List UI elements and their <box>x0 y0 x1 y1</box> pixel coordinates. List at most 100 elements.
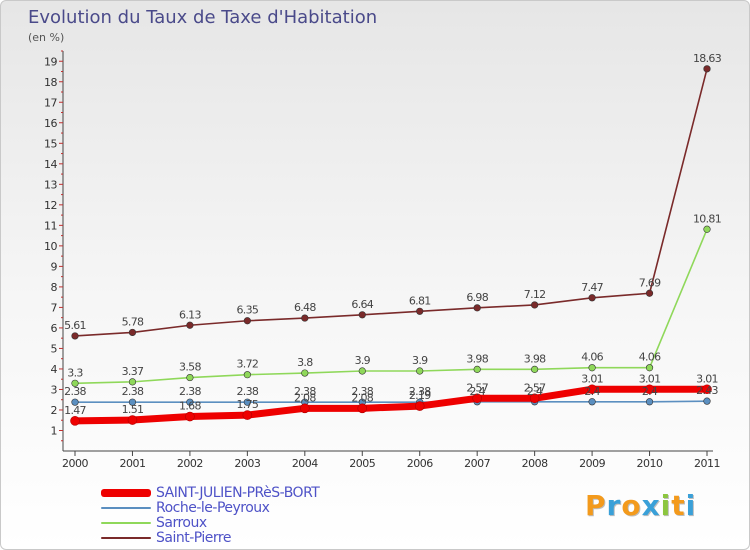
legend-swatch <box>101 488 151 497</box>
data-point <box>186 398 194 406</box>
x-tick-label: 2006 <box>407 457 433 470</box>
x-tick-label: 2002 <box>177 457 203 470</box>
data-label: 3.9 <box>355 354 371 367</box>
y-tick-label: 6 <box>51 322 58 335</box>
x-tick-label: 2008 <box>522 457 548 470</box>
data-point <box>71 398 79 406</box>
legend-swatch <box>101 536 151 539</box>
data-label: 3.3 <box>67 366 83 379</box>
legend-swatch <box>101 506 151 509</box>
data-point <box>588 364 596 372</box>
data-point <box>473 304 481 312</box>
logo-letter: o <box>621 489 642 522</box>
data-label: 2.19 <box>409 389 431 402</box>
data-point <box>416 307 424 315</box>
data-point <box>358 311 366 319</box>
data-label: 3.98 <box>466 352 488 365</box>
data-label: 2.43 <box>696 384 718 397</box>
data-label: 1.51 <box>122 403 144 416</box>
data-label: 3.01 <box>639 372 661 385</box>
legend-item: Roche-le-Peyroux <box>101 499 319 516</box>
data-point <box>531 365 539 373</box>
data-label: 6.81 <box>409 294 431 307</box>
y-tick-label: 16 <box>44 117 57 130</box>
data-label: 10.81 <box>693 212 721 225</box>
chart-subtitle: (en %) <box>28 31 65 44</box>
legend-swatch <box>101 521 151 524</box>
data-point <box>416 367 424 375</box>
data-label: 2.38 <box>294 385 316 398</box>
data-label: 7.69 <box>639 276 661 289</box>
data-point <box>645 398 654 406</box>
data-label: 2.4 <box>642 385 658 398</box>
data-label: 6.98 <box>466 291 488 304</box>
series-line <box>71 385 711 425</box>
x-tick-label: 2001 <box>119 457 145 470</box>
data-point <box>588 398 596 406</box>
y-tick-label: 3 <box>51 383 58 396</box>
data-point <box>243 398 251 406</box>
data-label: 5.78 <box>122 315 144 328</box>
data-point <box>702 384 712 395</box>
data-label: 3.01 <box>581 372 603 385</box>
data-point <box>71 332 79 340</box>
data-label: 7.47 <box>581 281 603 294</box>
y-tick-label: 17 <box>44 96 57 109</box>
y-tick-label: 13 <box>44 178 57 191</box>
data-label: 2.08 <box>351 391 373 404</box>
data-label: 2.4 <box>469 385 485 398</box>
data-label: 3.01 <box>696 372 718 385</box>
legend-item: Sarroux <box>101 514 319 531</box>
data-label: 2.4 <box>527 385 543 398</box>
y-tick-label: 18 <box>44 76 57 89</box>
data-label: 2.38 <box>409 385 431 398</box>
logo-letter: i <box>685 489 697 522</box>
data-point <box>186 373 194 382</box>
y-tick-label: 4 <box>51 363 58 376</box>
data-label: 3.37 <box>122 365 144 378</box>
data-label: 6.48 <box>294 301 316 314</box>
legend-label: Saint-Pierre <box>156 529 231 546</box>
x-tick-label: 2004 <box>292 457 318 470</box>
legend-label: SAINT-JULIEN-PRèS-BORT <box>156 484 320 501</box>
y-tick-label: 1 <box>51 424 58 437</box>
y-tick-label: 8 <box>51 281 58 294</box>
data-point <box>128 378 137 386</box>
data-label: 5.61 <box>64 319 86 332</box>
data-label: 2.38 <box>179 385 201 398</box>
data-point <box>70 416 80 426</box>
data-label: 6.35 <box>237 304 259 317</box>
legend-label: Sarroux <box>156 514 207 531</box>
data-label: 18.63 <box>693 52 722 65</box>
data-point <box>358 367 366 375</box>
y-tick-label: 14 <box>44 158 57 171</box>
data-label: 2.38 <box>64 385 86 398</box>
y-tick-label: 5 <box>51 342 58 355</box>
data-point <box>185 411 195 422</box>
data-label: 2.4 <box>584 385 600 398</box>
data-point <box>473 365 481 373</box>
data-point <box>127 415 138 425</box>
data-label: 2.38 <box>237 385 259 398</box>
data-label: 4.06 <box>639 351 661 364</box>
x-tick-label: 2003 <box>234 457 260 470</box>
data-label: 2.57 <box>524 381 546 394</box>
chart-title: Evolution du Taux de Taxe d'Habitation <box>28 7 378 28</box>
data-label: 3.72 <box>237 358 259 371</box>
data-label: 3.9 <box>412 354 428 367</box>
data-point <box>644 384 655 395</box>
logo-letter: r <box>606 489 622 522</box>
data-label: 6.13 <box>179 308 201 321</box>
y-tick-label: 11 <box>44 219 57 232</box>
data-point <box>242 410 253 420</box>
data-label: 2.08 <box>294 391 316 404</box>
legend-label: Roche-le-Peyroux <box>156 499 270 516</box>
data-point <box>243 317 251 325</box>
data-point <box>301 369 309 377</box>
data-label: 3.58 <box>179 361 201 374</box>
series-line <box>74 400 708 403</box>
data-label: 2.38 <box>122 385 144 398</box>
data-point <box>703 397 711 405</box>
